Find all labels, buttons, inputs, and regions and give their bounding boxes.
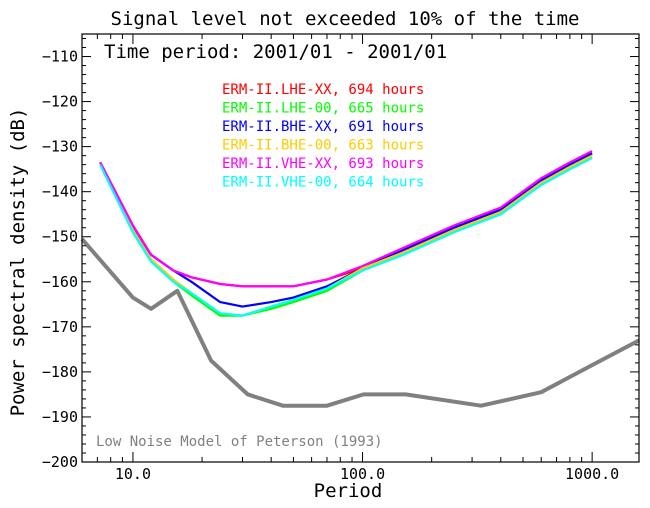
- x-tick-label: 10.0: [115, 465, 151, 483]
- legend-entry-4: ERM-II.BHE-00, 663 hours: [222, 138, 424, 154]
- reference-curve-label: Low Noise Model of Peterson (1993): [96, 434, 383, 450]
- chart-subtitle: Time period: 2001/01 - 2001/01: [104, 41, 447, 63]
- reference-curve-line: [80, 237, 640, 408]
- y-tick-label: −110: [42, 48, 78, 66]
- axis-ticks: [82, 34, 639, 463]
- y-tick-label: −180: [42, 363, 78, 381]
- y-tick-label: −170: [42, 318, 78, 336]
- y-tick-label: −190: [42, 408, 78, 426]
- legend-entry-2: ERM-II.LHE-00, 665 hours: [222, 101, 424, 117]
- y-tick-label: −120: [42, 93, 78, 111]
- tick-labels: −110 −120 −130 −140 −150 −160 −170 −180 −190 −200…: [42, 48, 619, 483]
- x-axis-label: Period: [314, 480, 383, 502]
- series-line-1: [99, 152, 593, 288]
- legend-entry-3: ERM-II.BHE-XX, 691 hours: [222, 119, 424, 135]
- legend-entry-5: ERM-II.VHE-XX, 693 hours: [222, 156, 424, 172]
- x-tick-label: 100.0: [340, 465, 385, 483]
- y-tick-label: −200: [42, 453, 78, 471]
- plot-frame: [81, 33, 640, 463]
- y-axis-label: Power spectral density (dB): [7, 108, 29, 417]
- y-tick-label: −140: [42, 183, 78, 201]
- chart-title: Signal level not exceeded 10% of the tim…: [111, 8, 580, 30]
- legend-entry-6: ERM-II.VHE-00, 664 hours: [222, 175, 424, 191]
- x-tick-label: 1000.0: [565, 465, 619, 483]
- y-tick-label: −130: [42, 138, 78, 156]
- series-line-6: [99, 156, 593, 317]
- series-line-5: [99, 150, 593, 288]
- y-tick-label: −160: [42, 273, 78, 291]
- legend: ERM-II.LHE-XX, 694 hours ERM-II.LHE-00, 6…: [222, 82, 424, 191]
- legend-entry-1: ERM-II.LHE-XX, 694 hours: [222, 82, 424, 98]
- y-tick-label: −150: [42, 228, 78, 246]
- plot-lines: [80, 150, 640, 408]
